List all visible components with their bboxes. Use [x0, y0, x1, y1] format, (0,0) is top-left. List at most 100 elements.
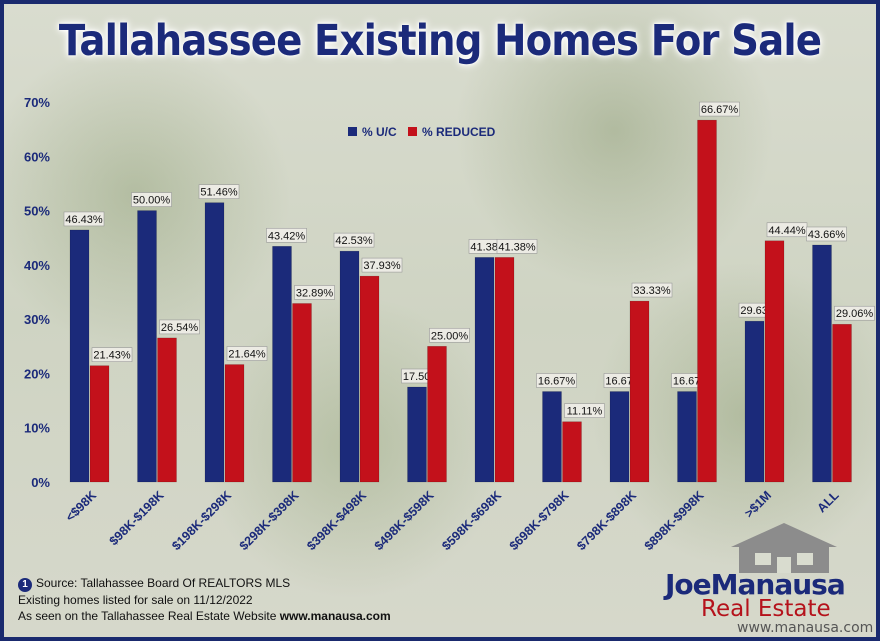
data-label: 66.67%	[701, 104, 739, 116]
y-tick-label: 30%	[24, 312, 50, 327]
data-label: 33.33%	[633, 285, 671, 297]
data-label: 44.44%	[768, 225, 806, 237]
bar-reduced	[697, 119, 717, 483]
data-label: 50.00%	[133, 195, 171, 207]
x-tick-label: $298K-$398K	[237, 488, 302, 553]
y-tick-label: 50%	[24, 204, 50, 219]
bar-uc	[812, 244, 832, 483]
chart-title: Tallahassee Existing Homes For Sale	[58, 16, 822, 66]
data-label-box	[631, 282, 673, 298]
website-prefix: As seen on the Tallahassee Real Estate W…	[18, 609, 280, 623]
data-label-box	[496, 239, 538, 254]
bar-uc	[542, 391, 562, 483]
data-label: 42.53%	[335, 235, 373, 247]
website-link[interactable]: www.manausa.com	[279, 609, 391, 623]
data-label-box	[266, 227, 307, 243]
x-tick-label: $698K-$798K	[507, 488, 572, 553]
bar-reduced	[89, 365, 110, 483]
data-label-box	[536, 373, 577, 388]
data-label: 21.64%	[228, 349, 266, 361]
data-label: 51.46%	[200, 187, 238, 199]
data-label: 25.00%	[431, 330, 469, 342]
x-tick-label: $398K-$498K	[304, 488, 369, 553]
x-tick-label: $798K-$898K	[574, 488, 639, 553]
footer: 1 Source: Tallahassee Board Of REALTORS M…	[18, 575, 391, 624]
company-logo: JoeManausa Real Estate www.manausa.com	[659, 517, 873, 637]
logo-brand: JoeManausa	[665, 568, 846, 601]
logo-subtitle: Real Estate	[701, 596, 831, 622]
data-label: 41.38%	[498, 241, 536, 253]
data-label: 43.66%	[808, 229, 846, 241]
bar-reduced	[359, 275, 380, 483]
data-label-box	[226, 346, 268, 361]
bar-reduced	[629, 300, 650, 483]
bar-uc	[744, 320, 765, 483]
data-label-box	[198, 184, 240, 199]
data-label-box	[333, 232, 375, 248]
data-label: 16.67%	[538, 376, 576, 388]
data-label-box	[131, 192, 172, 207]
bar-reduced	[157, 337, 177, 483]
x-tick-label: $98K-$198K	[107, 488, 167, 548]
x-tick-label: <$98K	[63, 488, 99, 524]
bar-uc	[339, 250, 360, 483]
y-tick-label: 10%	[24, 421, 50, 436]
data-label: 26.54%	[161, 322, 199, 334]
data-label-box	[159, 319, 200, 335]
bar-uc	[69, 229, 90, 483]
bar-uc	[204, 202, 225, 483]
y-tick-label: 70%	[24, 95, 50, 110]
bar-reduced	[494, 257, 515, 483]
data-label-box	[91, 347, 133, 362]
bar-reduced	[832, 323, 852, 483]
data-label-box	[361, 257, 403, 273]
website-line: As seen on the Tallahassee Real Estate W…	[18, 608, 391, 624]
x-tick-label: $198K-$298K	[169, 488, 234, 553]
bar-uc	[137, 210, 157, 483]
legend-swatch	[348, 127, 357, 136]
x-tick-label: ALL	[815, 488, 842, 515]
y-tick-label: 40%	[24, 258, 50, 273]
legend-label: % U/C	[362, 125, 397, 139]
house-icon	[731, 523, 837, 573]
date-line: Existing homes listed for sale on 11/12/…	[18, 593, 253, 607]
bar-uc	[407, 386, 427, 483]
data-label-box	[63, 211, 105, 227]
data-label-box	[806, 226, 847, 242]
footnote-marker: 1	[18, 578, 32, 592]
data-label: 11.11%	[567, 406, 603, 418]
x-tick-label: $498K-$598K	[372, 488, 437, 553]
x-tick-label: >$1M	[742, 488, 774, 520]
data-label-box	[429, 327, 470, 343]
x-tick-label: $598K-$698K	[439, 488, 504, 553]
data-label: 46.43%	[65, 214, 103, 226]
bar-uc	[609, 391, 630, 483]
bar-uc	[677, 391, 697, 483]
bar-reduced	[562, 421, 582, 483]
data-label-box	[564, 403, 605, 418]
bar-chart: 0% 10% 20% 30% 40% 50% 60% 70% % U/C % REDUCED 46.…	[24, 95, 875, 553]
bar-reduced	[224, 364, 245, 483]
data-label: 29.06%	[836, 308, 874, 320]
bar-reduced	[764, 240, 785, 483]
legend-swatch	[408, 127, 417, 136]
data-label: 21.43%	[93, 350, 131, 362]
data-label-box	[699, 101, 740, 117]
data-label: 37.93%	[363, 260, 401, 272]
source-line: 1 Source: Tallahassee Board Of REALTORS M…	[18, 575, 391, 592]
data-label-box	[294, 285, 335, 300]
bar-uc	[272, 246, 292, 483]
y-tick-label: 60%	[24, 149, 50, 164]
y-tick-label: 20%	[24, 366, 50, 381]
source-text: Source: Tallahassee Board Of REALTORS ML…	[36, 576, 291, 590]
legend-label: % REDUCED	[422, 125, 496, 139]
data-label: 32.89%	[296, 287, 334, 299]
data-label: 43.42%	[268, 230, 306, 242]
bar-uc	[474, 257, 495, 483]
y-tick-label: 0%	[31, 475, 50, 490]
bar-reduced	[427, 346, 447, 483]
data-label-box	[834, 305, 875, 321]
logo-url: www.manausa.com	[737, 620, 874, 636]
bar-reduced	[292, 303, 312, 483]
